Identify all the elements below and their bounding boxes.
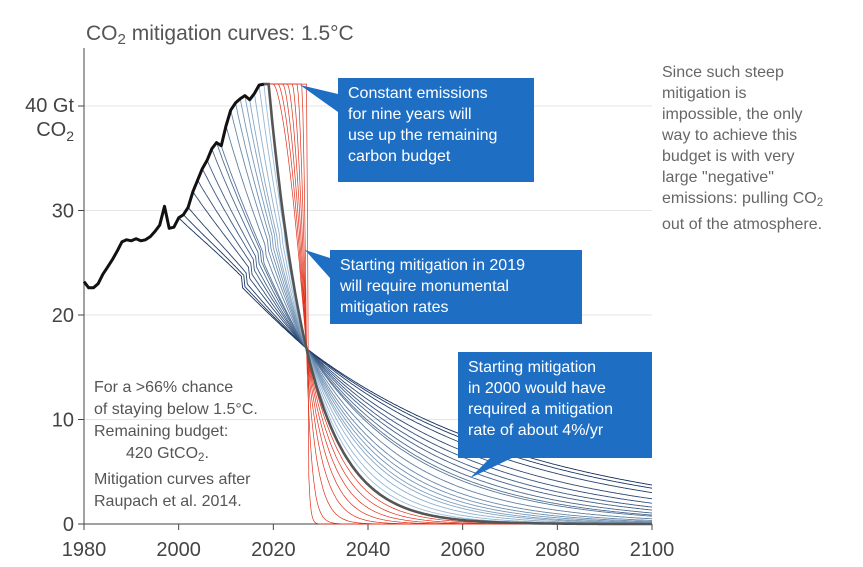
mitigation-curve-2002 [187, 207, 653, 494]
y-tick-label: 40 Gt [25, 95, 74, 117]
x-tick-label: 2000 [156, 539, 201, 561]
tick-labels: 0 10 20 30 40 GtCO2 1980 2000 2020 2040 2060 2080 2… [25, 95, 674, 561]
callout-line: rate of about 4%/yr [468, 422, 604, 439]
callout-start-2019: Starting mitigation in 2019 will require… [330, 250, 582, 324]
callout-pointer-2019 [305, 250, 330, 278]
y-tick-label-unit: CO2 [36, 119, 74, 144]
callout-pointer-2000 [470, 458, 512, 478]
callout-line: Constant emissions [348, 85, 488, 102]
x-tick-label: 2080 [535, 539, 580, 561]
x-tick-label: 2020 [251, 539, 296, 561]
x-tick-label: 2100 [630, 539, 675, 561]
budget-note-line: Raupach et al. 2014. [94, 492, 242, 510]
y-tick-label: 0 [63, 514, 74, 536]
budget-note-line: 420 GtCO2. [126, 445, 209, 464]
mitigation-curve-2019 [263, 82, 652, 526]
callout-line: mitigation rates [340, 299, 449, 316]
x-tick-label: 1980 [62, 539, 107, 561]
side-note-line: large "negative" [662, 169, 774, 186]
historical-emissions-line [82, 82, 265, 290]
budget-note-line: For a >66% chance [94, 379, 234, 396]
mitigation-curve-2010 [225, 125, 653, 520]
callout-line: required a mitigation [468, 401, 613, 418]
mitigation-curve-2001 [183, 214, 653, 489]
side-note: Since such steep mitigation is impossibl… [662, 62, 858, 235]
side-note-line: Since such steep [662, 64, 784, 81]
callout-line: in 2000 would have [468, 380, 606, 397]
budget-note: For a >66% chance of staying below 1.5°C… [94, 377, 258, 513]
callout-line: Starting mitigation in 2019 [340, 257, 525, 274]
side-note-line: impossible, the only [662, 106, 803, 123]
mitigation-curve-2009 [220, 145, 653, 517]
mitigation-curve-2005 [201, 168, 653, 508]
callout-pointer-constant [300, 85, 338, 112]
side-note-line: way to achieve this [662, 127, 798, 144]
mitigation-curve-2004 [197, 179, 653, 504]
mitigation-curve-2015 [249, 99, 652, 524]
budget-note-line: of staying below 1.5°C. [94, 401, 258, 418]
callout-line: use up the remaining [348, 127, 498, 144]
callout-pointers [300, 85, 512, 478]
historical-emissions [82, 82, 652, 526]
callout-start-2000: Starting mitigation in 2000 would have r… [458, 352, 652, 458]
mitigation-curve-2006 [206, 160, 653, 511]
callout-constant-emissions: Constant emissions for nine years will u… [338, 78, 534, 182]
mitigation-curve-2008 [216, 142, 653, 516]
y-tick-label: 30 [52, 201, 74, 223]
y-tick-label: 20 [52, 305, 74, 327]
chart-title: CO2 mitigation curves: 1.5°C [86, 22, 354, 48]
side-note-line: budget is with very [662, 148, 795, 165]
callout-line: Starting mitigation [468, 359, 597, 376]
callout-line: will require monumental [340, 278, 509, 295]
mitigation-curve-2000 [178, 217, 653, 486]
side-note-line: mitigation is [662, 85, 747, 102]
mitigation-curve-2007 [211, 148, 653, 514]
side-note-line: out of the atmosphere. [662, 215, 823, 233]
x-tick-label: 2040 [346, 539, 391, 561]
side-note-line: emissions: pulling CO2 [662, 190, 824, 209]
mitigation-curve-2003 [192, 191, 653, 500]
callout-line: carbon budget [348, 148, 451, 165]
budget-note-line: Mitigation curves after [94, 470, 251, 488]
budget-note-line: Remaining budget: [94, 423, 229, 440]
callout-line: for nine years will [348, 106, 472, 123]
y-tick-label: 10 [52, 410, 74, 432]
x-tick-label: 2060 [440, 539, 485, 561]
